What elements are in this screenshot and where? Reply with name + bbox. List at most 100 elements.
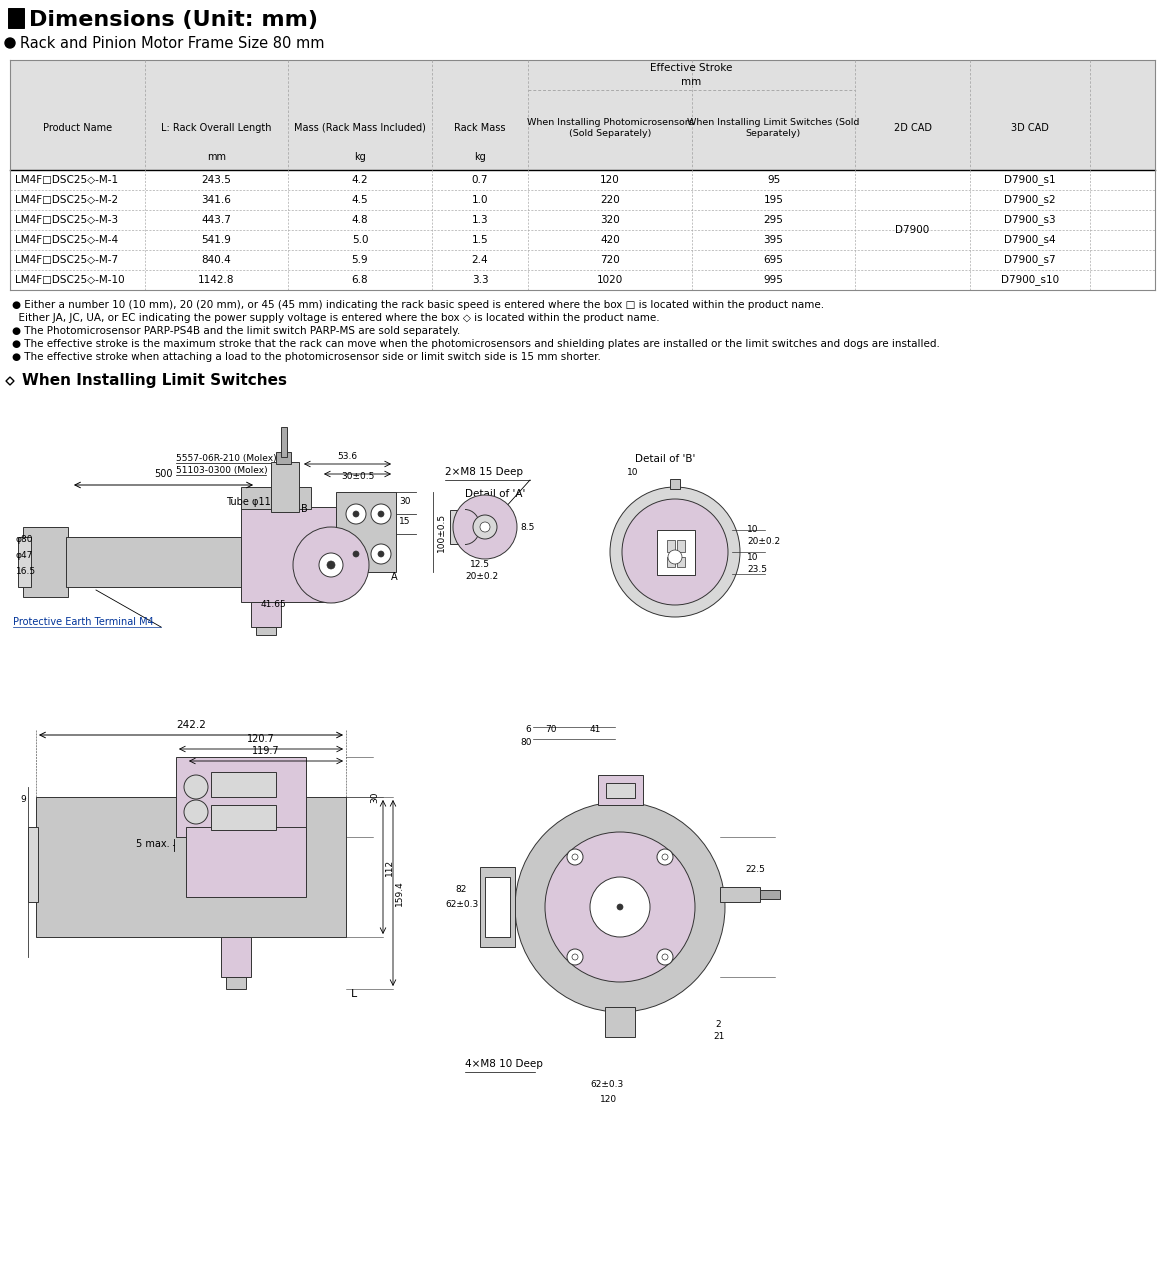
Text: 1.3: 1.3: [471, 215, 489, 225]
Bar: [256, 627, 276, 635]
Circle shape: [617, 904, 623, 910]
Text: 82: 82: [455, 884, 466, 893]
Text: 70: 70: [545, 724, 556, 733]
Text: LM4F□DSC25◇-M-4: LM4F□DSC25◇-M-4: [15, 236, 118, 244]
Text: 95: 95: [767, 175, 780, 186]
Text: 4.8: 4.8: [352, 215, 368, 225]
Circle shape: [184, 800, 208, 824]
Bar: [226, 977, 245, 989]
Text: D7900_s7: D7900_s7: [1004, 255, 1056, 265]
Text: 20±0.2: 20±0.2: [747, 538, 780, 547]
Bar: [65, 538, 271, 588]
Text: Mass (Rack Mass Included): Mass (Rack Mass Included): [295, 123, 426, 133]
Text: 995: 995: [763, 275, 783, 285]
Text: 62±0.3: 62±0.3: [590, 1080, 623, 1089]
Circle shape: [567, 948, 583, 965]
Text: 10: 10: [628, 468, 638, 477]
Bar: [485, 877, 510, 937]
Text: LM4F□DSC25◇-M-1: LM4F□DSC25◇-M-1: [15, 175, 118, 186]
Text: 5557-06R-210 (Molex): 5557-06R-210 (Molex): [177, 454, 277, 463]
Text: D7900_s2: D7900_s2: [1004, 195, 1056, 206]
Text: 30: 30: [371, 791, 380, 803]
Bar: [667, 540, 675, 552]
Text: 16.5: 16.5: [16, 567, 36, 576]
Text: 1142.8: 1142.8: [199, 275, 235, 285]
Text: 8.5: 8.5: [520, 524, 534, 532]
Circle shape: [184, 774, 208, 799]
Text: 295: 295: [763, 215, 783, 225]
Text: L: L: [351, 989, 358, 998]
Text: LM4F□DSC25◇-M-2: LM4F□DSC25◇-M-2: [15, 195, 118, 205]
Text: D7900_s1: D7900_s1: [1004, 174, 1056, 186]
Text: ● The effective stroke is the maximum stroke that the rack can move when the pho: ● The effective stroke is the maximum st…: [12, 339, 940, 349]
Bar: [28, 827, 39, 902]
Text: φ47: φ47: [16, 550, 34, 559]
Text: Detail of 'A': Detail of 'A': [465, 489, 525, 499]
Text: When Installing Limit Switches: When Installing Limit Switches: [22, 374, 288, 389]
Bar: [241, 486, 311, 509]
Circle shape: [610, 486, 740, 617]
Circle shape: [327, 561, 336, 570]
Circle shape: [319, 553, 343, 577]
Text: D7900_s4: D7900_s4: [1004, 234, 1056, 246]
Bar: [606, 783, 635, 797]
Text: ● Either a number 10 (10 mm), 20 (20 mm), or 45 (45 mm) indicating the rack basi: ● Either a number 10 (10 mm), 20 (20 mm)…: [12, 300, 824, 310]
Circle shape: [567, 849, 583, 865]
Bar: [251, 602, 281, 627]
Text: 53.6: 53.6: [338, 452, 358, 461]
Text: When Installing Limit Switches (Sold
Separately): When Installing Limit Switches (Sold Sep…: [687, 118, 859, 138]
Text: 3D CAD: 3D CAD: [1011, 123, 1049, 133]
Bar: [450, 509, 466, 544]
Bar: [720, 887, 760, 902]
Text: 30: 30: [399, 497, 410, 506]
Circle shape: [622, 499, 728, 605]
Text: When Installing Photomicrosensors
(Sold Separately): When Installing Photomicrosensors (Sold …: [526, 118, 693, 138]
Text: 119.7: 119.7: [253, 746, 279, 756]
Text: 62±0.3: 62±0.3: [445, 900, 478, 909]
Text: 120: 120: [600, 1094, 617, 1103]
Text: 41.65: 41.65: [261, 600, 286, 609]
Text: 2: 2: [715, 1020, 720, 1029]
Text: 80: 80: [520, 739, 532, 748]
Bar: [336, 492, 396, 572]
Text: 20±0.2: 20±0.2: [465, 572, 498, 581]
Text: kg: kg: [354, 152, 366, 163]
Circle shape: [293, 527, 369, 603]
Bar: [657, 530, 696, 575]
Circle shape: [473, 515, 497, 539]
Circle shape: [545, 832, 696, 982]
Text: Dimensions (Unit: mm): Dimensions (Unit: mm): [29, 10, 318, 29]
Text: 242.2: 242.2: [177, 719, 206, 730]
Bar: [11, 60, 1155, 170]
Text: 10: 10: [747, 525, 759, 534]
Text: 15: 15: [399, 517, 410, 526]
Text: Rack and Pinion Motor Frame Size 80 mm: Rack and Pinion Motor Frame Size 80 mm: [20, 36, 325, 50]
Bar: [177, 756, 306, 837]
Text: Detail of 'B': Detail of 'B': [635, 454, 696, 463]
Circle shape: [371, 504, 390, 524]
Text: LM4F□DSC25◇-M-10: LM4F□DSC25◇-M-10: [15, 275, 125, 285]
Text: LM4F□DSC25◇-M-7: LM4F□DSC25◇-M-7: [15, 255, 118, 265]
Text: 9: 9: [20, 795, 26, 804]
Bar: [18, 538, 32, 588]
Circle shape: [657, 849, 673, 865]
Bar: [186, 827, 306, 897]
Text: ● The Photomicrosensor PARP-PS4B and the limit switch PARP-MS are sold separatel: ● The Photomicrosensor PARP-PS4B and the…: [12, 326, 461, 335]
Text: 2.4: 2.4: [471, 255, 489, 265]
Text: 220: 220: [600, 195, 620, 205]
Text: 541.9: 541.9: [201, 236, 231, 244]
Text: 1.0: 1.0: [472, 195, 489, 205]
Circle shape: [378, 550, 383, 557]
Text: 51103-0300 (Molex): 51103-0300 (Molex): [177, 466, 268, 475]
Text: 112: 112: [385, 859, 394, 876]
Bar: [210, 772, 276, 797]
Text: 395: 395: [763, 236, 783, 244]
Text: 840.4: 840.4: [201, 255, 231, 265]
Circle shape: [5, 38, 15, 47]
Bar: [670, 479, 680, 489]
Text: mm: mm: [682, 77, 701, 87]
Bar: [677, 557, 685, 567]
Text: 6.8: 6.8: [352, 275, 368, 285]
Text: 5.0: 5.0: [352, 236, 368, 244]
Text: Rack Mass: Rack Mass: [455, 123, 506, 133]
